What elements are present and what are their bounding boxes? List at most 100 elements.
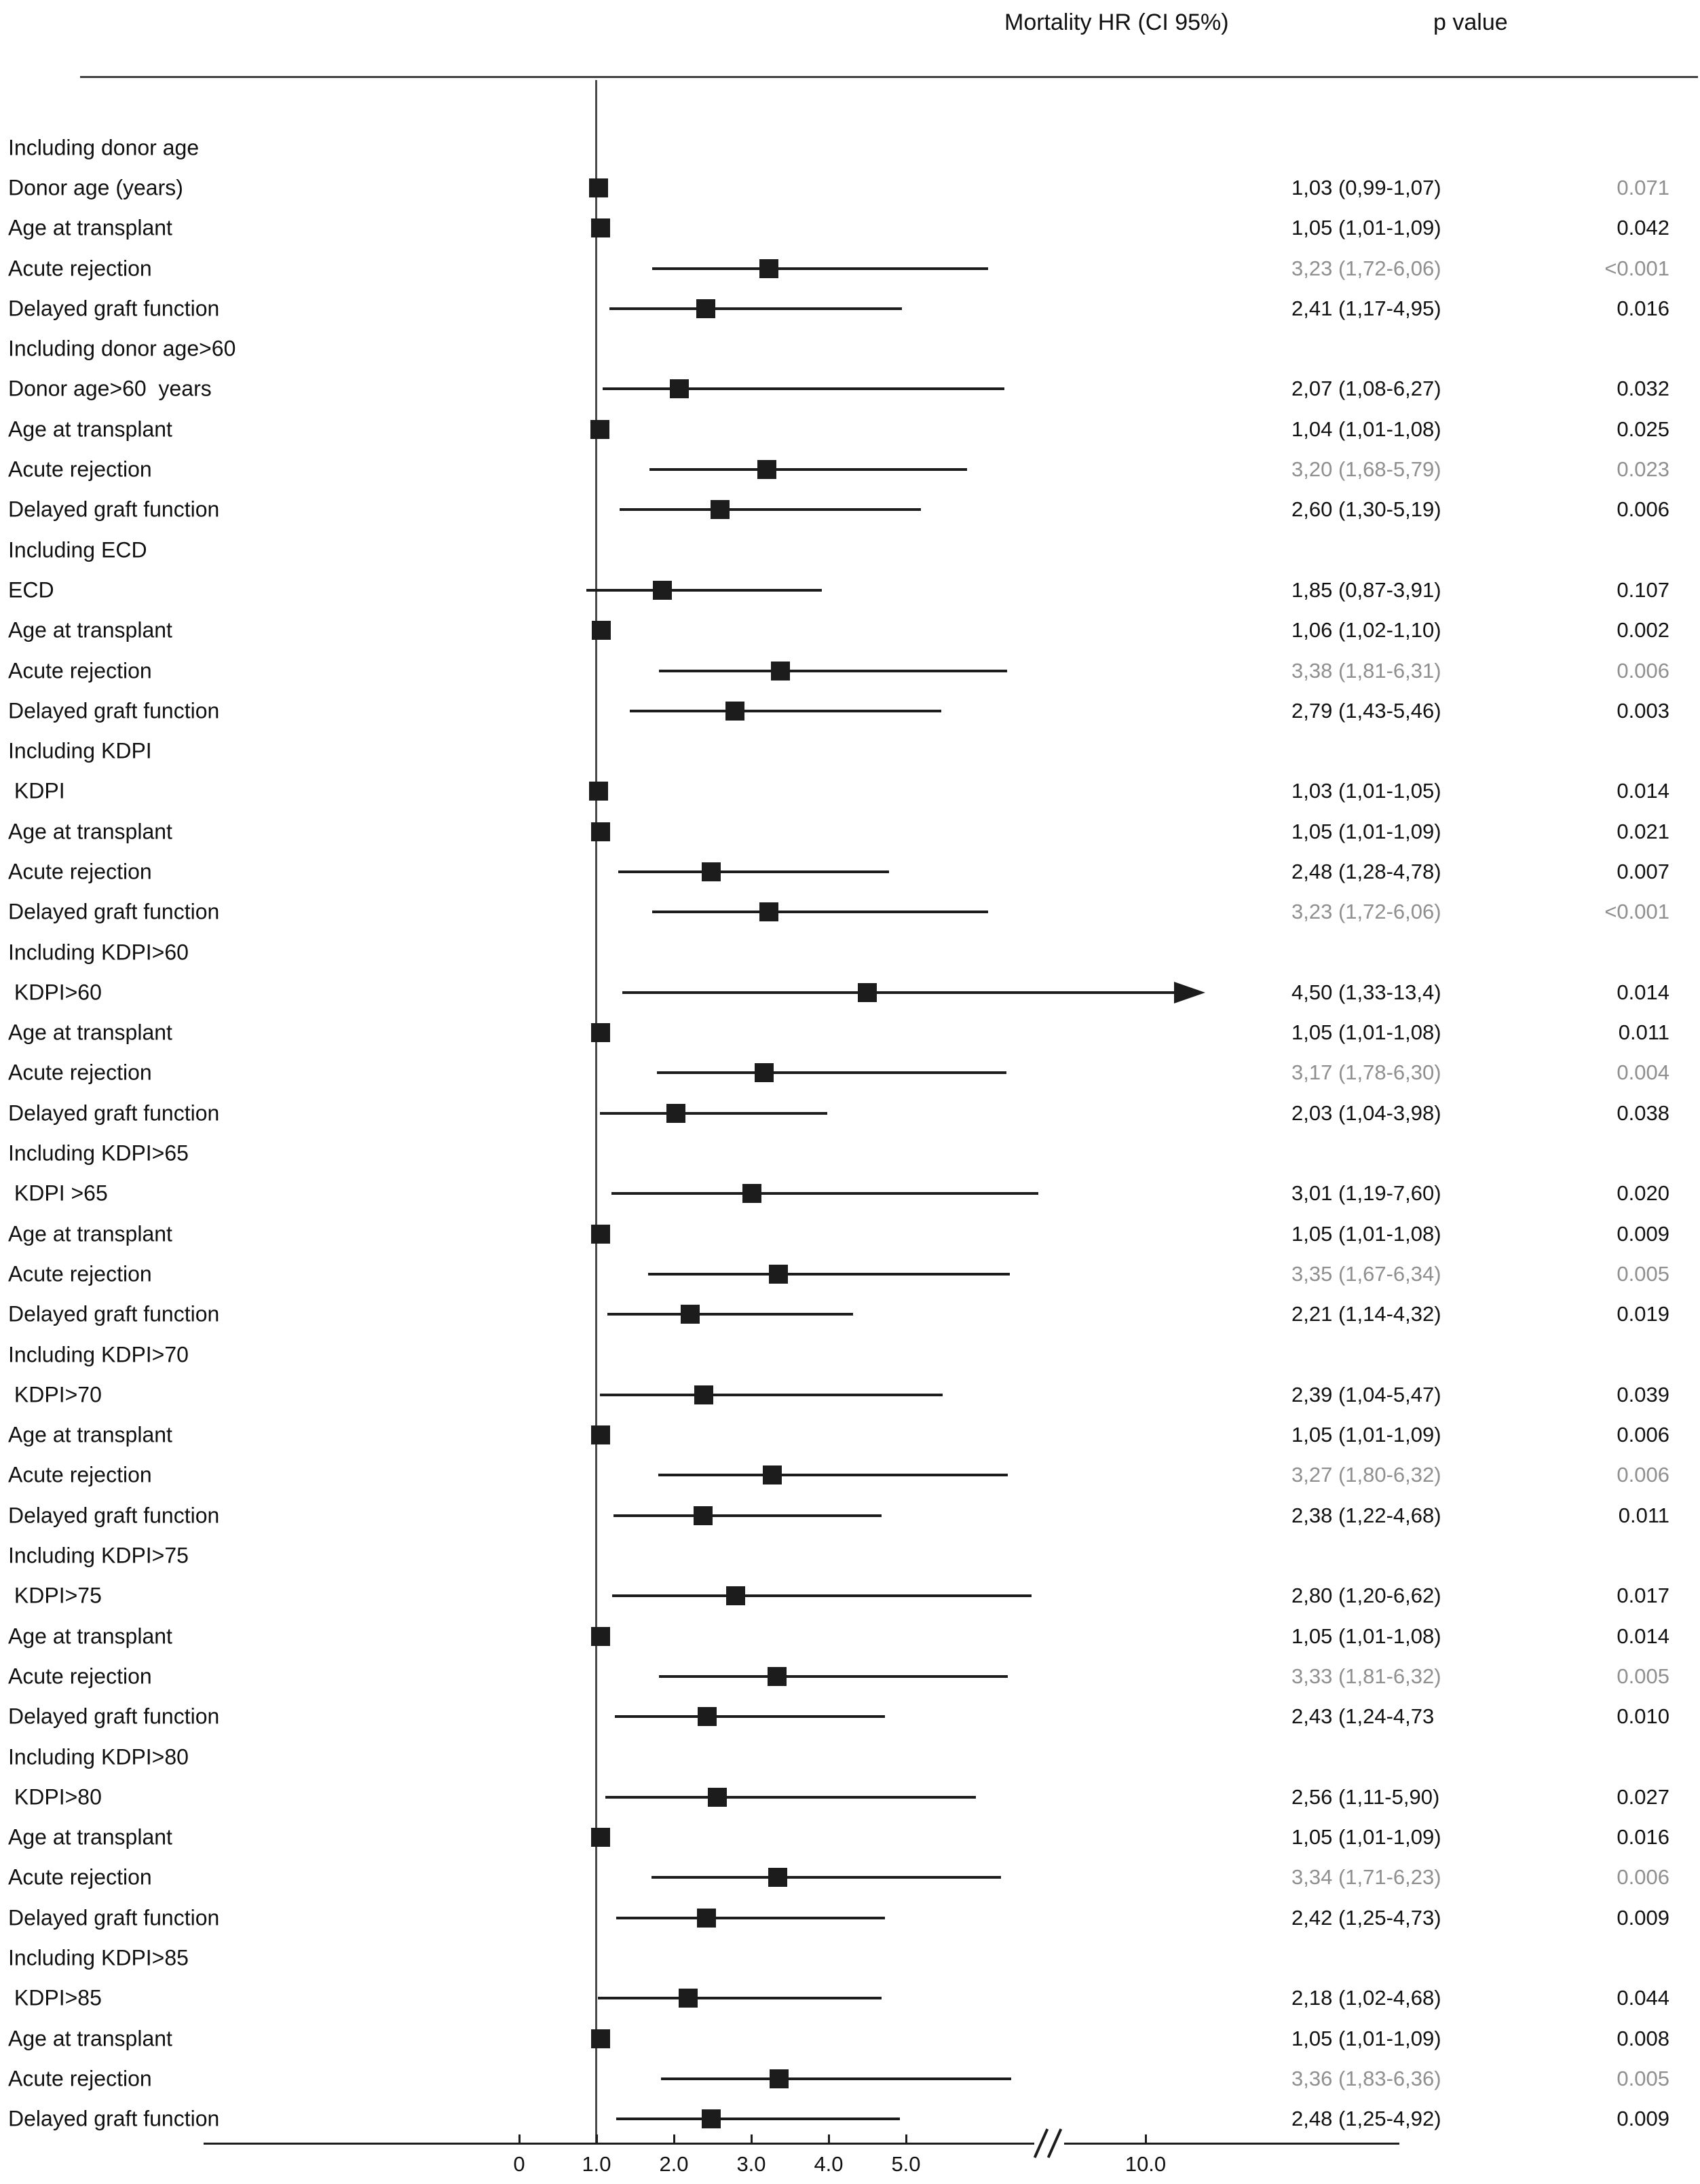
forest-row: Delayed graft function 2,43 (1,24-4,73 0.0… (0, 1697, 1700, 1737)
hr-value: 1,05 (1,01-1,09) (1291, 216, 1441, 240)
ci-line (618, 870, 889, 873)
hr-value: 1,85 (0,87-3,91) (1291, 577, 1441, 602)
row-label: Acute rejection (8, 2066, 152, 2091)
forest-marker (707, 1787, 727, 1807)
group-row: Including ECD (0, 530, 1700, 570)
forest-row: Acute rejection 3,33 (1,81-6,32) 0.005 (0, 1656, 1700, 1696)
hr-value: 2,38 (1,22-4,68) (1291, 1503, 1441, 1527)
p-value: 0.005 (1617, 1261, 1669, 1286)
arrowhead-icon (1174, 981, 1205, 1003)
ci-line (609, 307, 903, 310)
forest-row: Delayed graft function 2,79 (1,43-5,46) 0.… (0, 691, 1700, 731)
ci-line (616, 1916, 886, 1919)
forest-row: KDPI>70 2,39 (1,04-5,47) 0.039 (0, 1375, 1700, 1415)
ci-line (648, 1272, 1010, 1276)
p-value: 0.006 (1617, 497, 1669, 522)
hr-value: 3,34 (1,71-6,23) (1291, 1865, 1441, 1890)
hr-value: 2,07 (1,08-6,27) (1291, 377, 1441, 401)
axis-tick (596, 2134, 598, 2145)
p-value: 0.003 (1617, 698, 1669, 723)
row-label: Age at transplant (8, 617, 172, 643)
axis-tick-label: 4.0 (814, 2152, 844, 2176)
forest-row: KDPI>80 2,56 (1,11-5,90) 0.027 (0, 1777, 1700, 1817)
forest-row: Age at transplant 1,05 (1,01-1,08) 0.011 (0, 1013, 1700, 1053)
hr-value: 1,03 (1,01-1,05) (1291, 779, 1441, 803)
row-label: KDPI >65 (8, 1181, 108, 1206)
p-value: 0.020 (1617, 1181, 1669, 1206)
hr-value: 2,80 (1,20-6,62) (1291, 1584, 1441, 1608)
ci-line (622, 991, 1174, 994)
p-value: 0.017 (1617, 1584, 1669, 1608)
p-value: <0.001 (1604, 900, 1669, 924)
group-row: Including KDPI>75 (0, 1535, 1700, 1575)
p-value: 0.002 (1617, 618, 1669, 643)
forest-marker (757, 460, 776, 480)
forest-marker (590, 1224, 610, 1244)
p-value: 0.021 (1617, 819, 1669, 843)
row-label: Delayed graft function (8, 698, 220, 723)
forest-row: Donor age (years) 1,03 (0,99-1,07) 0.071 (0, 168, 1700, 208)
p-value: 0.032 (1617, 377, 1669, 401)
hr-value: 2,43 (1,24-4,73 (1291, 1704, 1435, 1729)
forest-marker (858, 982, 877, 1002)
hr-value: 3,33 (1,81-6,32) (1291, 1664, 1441, 1688)
row-label: Age at transplant (8, 1020, 172, 1045)
forest-marker (666, 1103, 686, 1123)
forest-row: Acute rejection 3,17 (1,78-6,30) 0.004 (0, 1053, 1700, 1093)
forest-row: Age at transplant 1,05 (1,01-1,09) 0.042 (0, 208, 1700, 248)
p-value: 0.007 (1617, 859, 1669, 883)
row-label: Delayed graft function (8, 1100, 220, 1126)
forest-row: KDPI>60 4,50 (1,33-13,4) 0.014 (0, 972, 1700, 1012)
ci-line (607, 1313, 854, 1316)
ci-line (599, 1393, 943, 1396)
forest-marker (698, 1707, 717, 1727)
forest-marker (696, 299, 715, 318)
row-label: Acute rejection (8, 1864, 152, 1890)
hr-value: 2,48 (1,25-4,92) (1291, 2107, 1441, 2131)
p-value: 0.014 (1617, 779, 1669, 803)
axis-tick (673, 2134, 675, 2145)
forest-row: Age at transplant 1,06 (1,02-1,10) 0.002 (0, 611, 1700, 651)
forest-marker (711, 500, 730, 520)
ci-line (599, 1111, 827, 1115)
forest-marker (669, 379, 689, 399)
hr-value: 3,23 (1,72-6,06) (1291, 900, 1441, 924)
p-value: 0.023 (1617, 457, 1669, 482)
forest-marker (590, 1425, 610, 1445)
p-value: <0.001 (1604, 256, 1669, 280)
group-row: Including KDPI>70 (0, 1335, 1700, 1375)
row-label: Delayed graft function (8, 1301, 220, 1326)
hr-value: 1,05 (1,01-1,09) (1291, 1423, 1441, 1447)
ci-line (620, 508, 921, 512)
forest-row: Delayed graft function 2,60 (1,30-5,19) 0.… (0, 490, 1700, 530)
p-value: 0.010 (1617, 1704, 1669, 1729)
group-row: Including KDPI>65 (0, 1133, 1700, 1173)
p-value: 0.004 (1617, 1060, 1669, 1085)
p-value: 0.009 (1617, 1221, 1669, 1246)
p-value: 0.016 (1617, 1825, 1669, 1850)
hr-value: 3,17 (1,78-6,30) (1291, 1060, 1441, 1085)
forest-marker (590, 1023, 610, 1043)
hr-value: 3,23 (1,72-6,06) (1291, 256, 1441, 280)
group-label: Including KDPI>60 (8, 940, 189, 965)
p-value: 0.071 (1617, 175, 1669, 199)
forest-marker (726, 1586, 746, 1606)
hr-value: 2,79 (1,43-5,46) (1291, 698, 1441, 723)
forest-row: Donor age>60 years 2,07 (1,08-6,27) 0.032 (0, 369, 1700, 409)
ci-line (652, 911, 988, 914)
row-label: Age at transplant (8, 1624, 172, 1649)
hr-value: 1,04 (1,01-1,08) (1291, 417, 1441, 441)
row-label: Delayed graft function (8, 2106, 220, 2131)
row-label: Donor age (years) (8, 175, 183, 200)
forest-marker (591, 621, 611, 640)
p-value: 0.005 (1617, 2066, 1669, 2090)
row-label: KDPI>60 (8, 980, 102, 1005)
row-label: Age at transplant (8, 215, 172, 240)
axis-tick (828, 2134, 830, 2145)
axis-tick-label: 2.0 (659, 2152, 689, 2176)
hr-value: 2,48 (1,28-4,78) (1291, 859, 1441, 883)
forest-row: Delayed graft function 2,41 (1,17-4,95) 0.… (0, 288, 1700, 328)
ci-line (586, 588, 822, 592)
forest-marker (759, 258, 779, 278)
row-label: Acute rejection (8, 1664, 152, 1689)
